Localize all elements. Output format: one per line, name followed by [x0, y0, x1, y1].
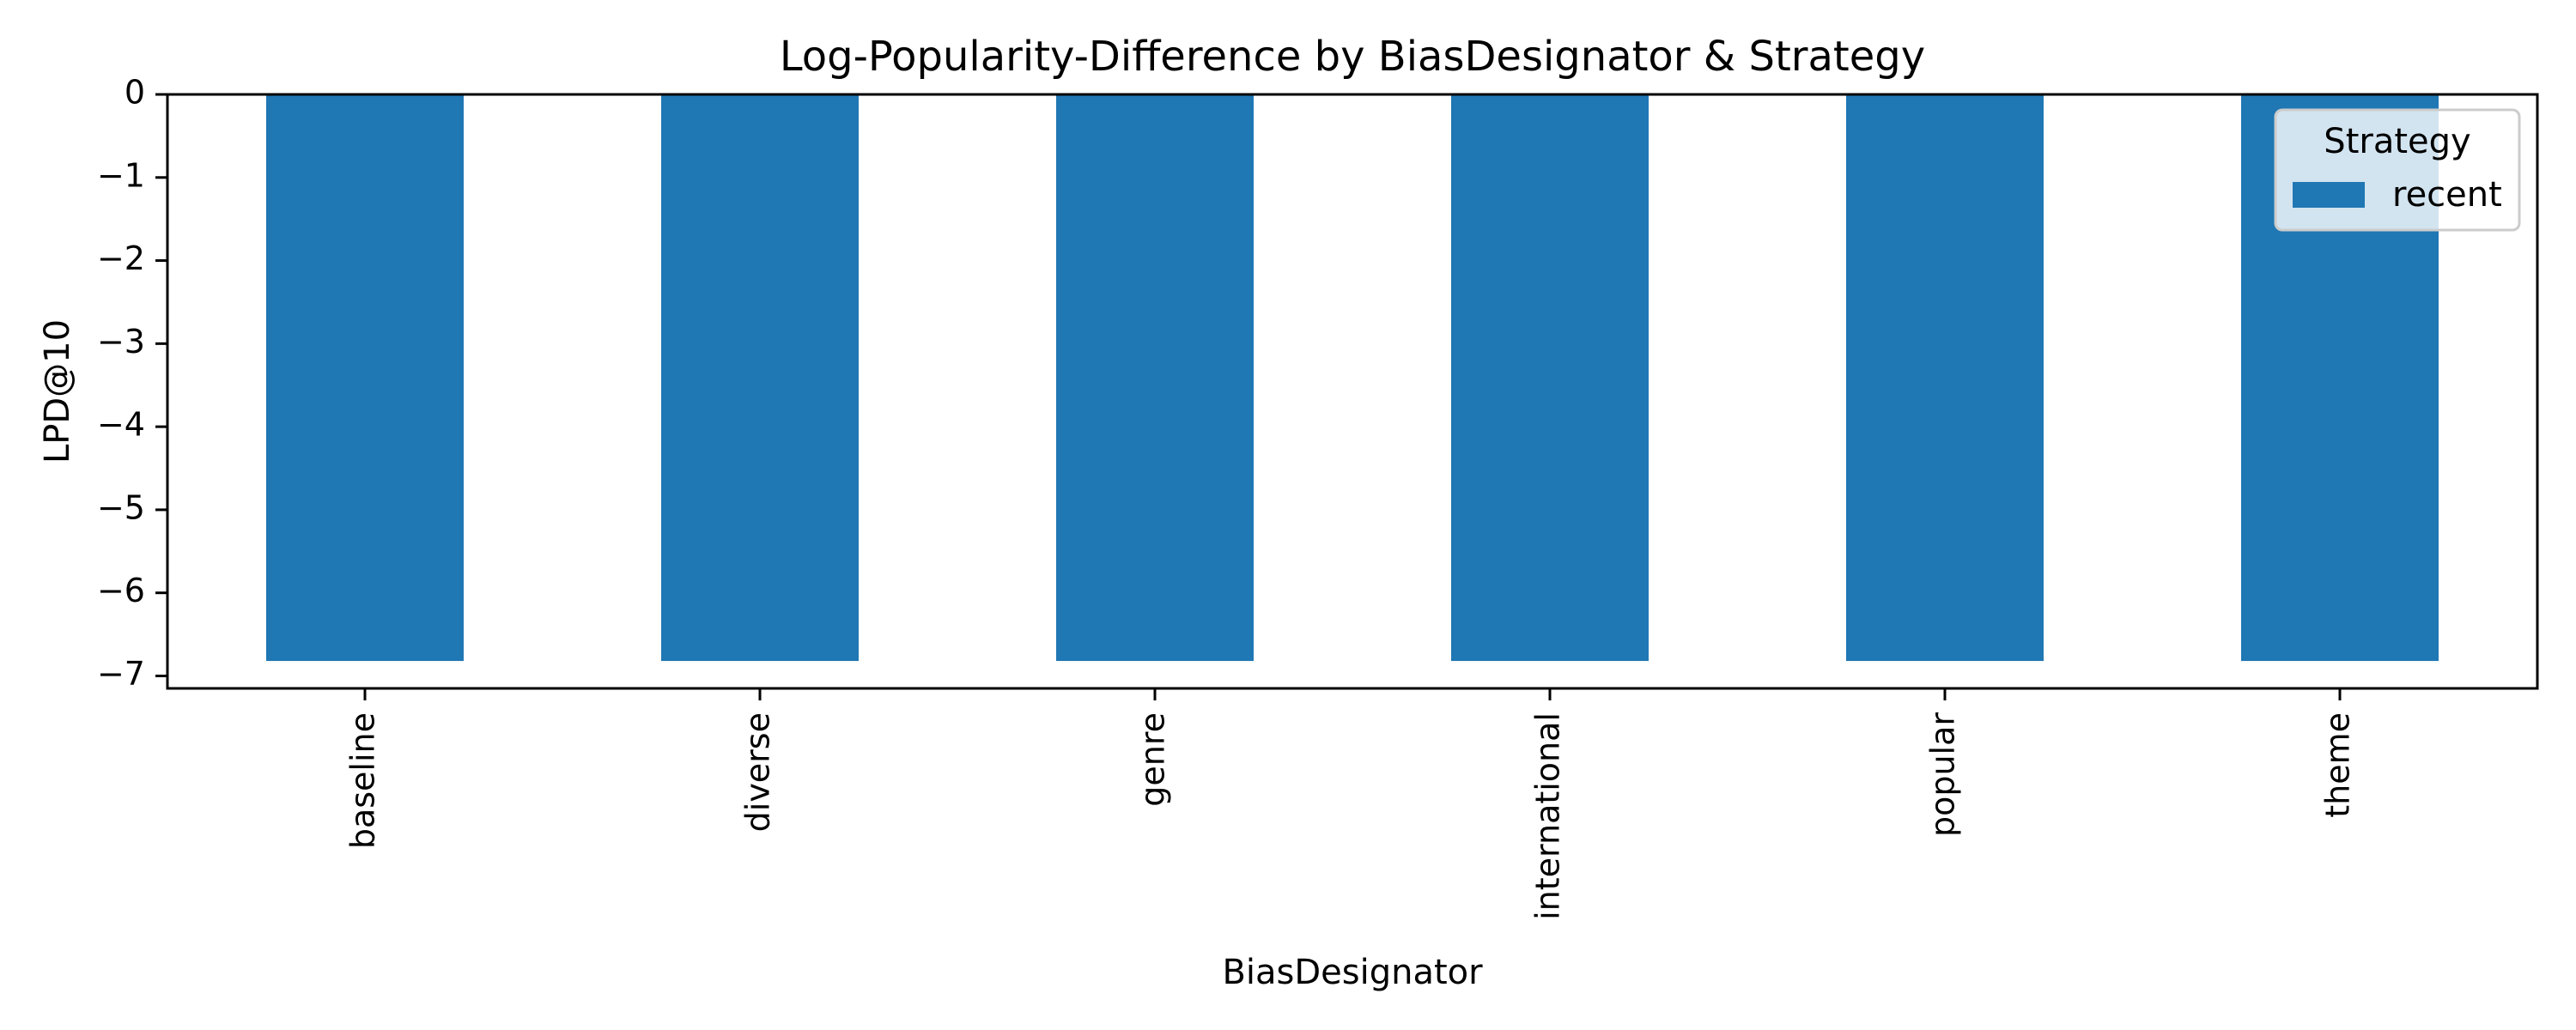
bar-international — [1451, 94, 1649, 662]
legend-swatch — [2293, 182, 2365, 208]
legend-series-label: recent — [2392, 175, 2502, 215]
legend-title: Strategy — [2324, 122, 2470, 161]
y-tick-label: −6 — [97, 572, 145, 609]
x-axis: baseline diverse genre international popular… — [344, 688, 2357, 920]
x-tick-label-baseline: baseline — [344, 712, 382, 849]
x-tick-label-popular: popular — [1924, 712, 1962, 837]
y-tick-label: 0 — [125, 74, 145, 112]
chart-title: Log-Popularity-Difference by BiasDesigna… — [780, 33, 1925, 81]
y-tick-label: −7 — [97, 655, 145, 693]
bars-layer — [266, 94, 2439, 662]
x-tick-label-diverse: diverse — [739, 712, 777, 832]
x-axis-label: BiasDesignator — [1222, 953, 1483, 992]
x-tick-label-theme: theme — [2319, 712, 2357, 818]
x-tick-label-genre: genre — [1134, 712, 1172, 807]
plot-frame — [166, 93, 2539, 690]
y-tick-label: −3 — [97, 323, 145, 360]
y-tick-label: −2 — [97, 239, 145, 277]
bar-baseline — [266, 94, 464, 662]
y-tick-label: −1 — [97, 156, 145, 194]
y-axis-label: LPD@10 — [38, 319, 77, 464]
x-tick-label-international: international — [1529, 712, 1567, 920]
bar-genre — [1056, 94, 1254, 662]
bar-popular — [1846, 94, 2044, 662]
legend: Strategy recent — [2274, 108, 2521, 232]
bar-diverse — [661, 94, 859, 662]
y-tick-label: −5 — [97, 488, 145, 526]
y-axis: 0 −1 −2 −3 −4 −5 −6 −7 — [97, 74, 167, 693]
y-tick-label: −4 — [97, 406, 145, 444]
